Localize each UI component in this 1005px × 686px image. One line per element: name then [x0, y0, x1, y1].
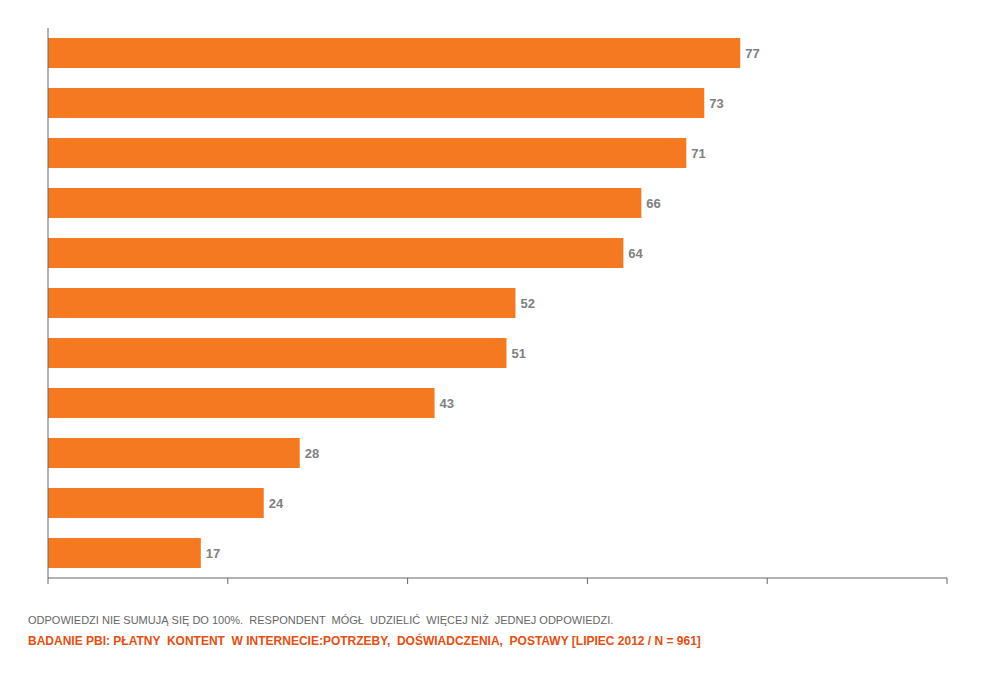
svg-text:43: 43 — [440, 396, 454, 411]
svg-text:64: 64 — [628, 246, 643, 261]
svg-text:66: 66 — [646, 196, 660, 211]
html-text:ODPOWIEDZI NIE SUMUJĄ SIĘ DO 1: ODPOWIEDZI NIE SUMUJĄ SIĘ DO 100%. RESPO… — [28, 614, 614, 626]
svg-text:17: 17 — [206, 546, 220, 561]
svg-text:51: 51 — [511, 346, 525, 361]
svg-text:24: 24 — [269, 496, 284, 511]
html-text:BADANIE PBI: PŁATNY KONTENT W: BADANIE PBI: PŁATNY KONTENT W INTERNECIE… — [28, 634, 701, 648]
svg-text:71: 71 — [691, 146, 705, 161]
svg-text:77: 77 — [745, 46, 759, 61]
svg-text:73: 73 — [709, 96, 723, 111]
svg-text:28: 28 — [305, 446, 319, 461]
svg-text:52: 52 — [520, 296, 534, 311]
